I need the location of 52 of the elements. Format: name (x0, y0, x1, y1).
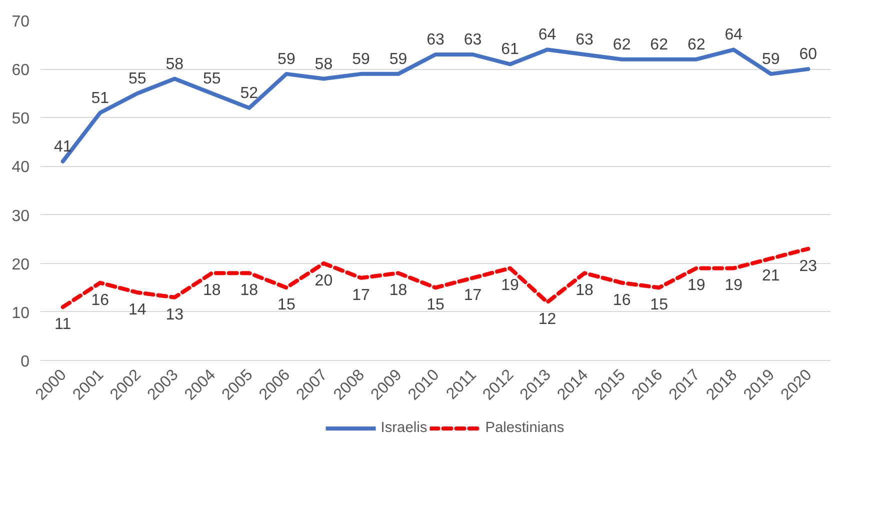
data-label: 16 (612, 292, 631, 309)
data-label: 41 (54, 138, 72, 156)
data-label: 15 (278, 296, 296, 314)
y-tick-label: 20 (12, 256, 30, 274)
data-label: 19 (724, 277, 743, 294)
data-label: 63 (576, 32, 594, 48)
y-tick-label: 50 (12, 110, 30, 128)
data-label: 64 (724, 26, 743, 44)
data-label: 60 (799, 46, 818, 64)
data-label: 15 (426, 296, 444, 314)
data-label: 59 (352, 50, 370, 68)
data-label: 58 (166, 56, 184, 73)
data-label: 14 (128, 302, 146, 318)
data-label: 58 (314, 56, 333, 73)
data-label: 51 (91, 90, 110, 107)
data-label: 23 (799, 258, 818, 275)
data-label: 61 (501, 41, 520, 58)
data-label: 18 (576, 282, 594, 300)
y-tick-label: 60 (12, 62, 30, 80)
data-label: 20 (314, 272, 333, 290)
data-label: 12 (538, 311, 556, 328)
data-label: 63 (426, 32, 444, 48)
data-label: 21 (762, 268, 780, 284)
legend-label: Palestinians (485, 420, 564, 436)
legend-label: Israelis (380, 420, 428, 436)
data-label: 19 (501, 277, 520, 294)
y-tick-label: 0 (20, 354, 30, 370)
data-label: 63 (464, 32, 482, 48)
data-label: 19 (687, 277, 706, 294)
data-label: 16 (91, 292, 110, 309)
data-label: 64 (538, 26, 556, 44)
y-tick-label: 30 (12, 208, 30, 225)
data-label: 52 (240, 84, 258, 102)
data-label: 17 (352, 286, 370, 304)
data-label: 62 (650, 36, 668, 54)
data-label: 62 (612, 36, 631, 54)
data-label: 15 (650, 296, 668, 314)
data-label: 55 (203, 70, 221, 88)
data-label: 18 (240, 282, 258, 300)
data-label: 18 (389, 282, 408, 300)
data-label: 55 (128, 70, 146, 88)
y-tick-label: 40 (12, 159, 30, 176)
data-label: 13 (166, 306, 184, 324)
data-label: 59 (762, 50, 780, 68)
data-label: 62 (687, 36, 706, 54)
data-label: 17 (464, 286, 482, 304)
data-label: 59 (389, 50, 408, 68)
y-tick-label: 70 (12, 14, 30, 30)
y-tick-label: 10 (12, 304, 30, 322)
data-label: 11 (54, 316, 72, 334)
data-label: 59 (278, 50, 296, 68)
data-label: 18 (203, 282, 221, 300)
